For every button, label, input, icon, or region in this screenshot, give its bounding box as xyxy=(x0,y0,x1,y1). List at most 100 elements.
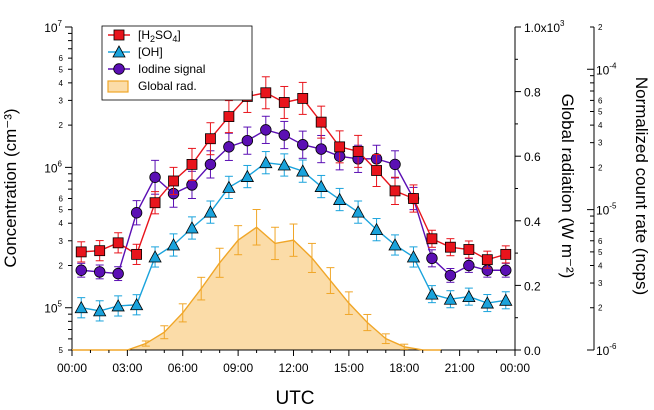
y-right-outer-tick-label: 10-5 xyxy=(596,202,617,218)
legend-item-h2so4: [H2SO4] xyxy=(108,28,181,44)
marker-iodine xyxy=(315,143,327,155)
marker-iodine xyxy=(260,124,272,136)
marker-oh xyxy=(129,297,144,311)
radiation-area-layer xyxy=(72,227,442,350)
marker-h2so4 xyxy=(481,254,493,266)
marker-h2so4 xyxy=(205,133,216,145)
marker-oh xyxy=(314,179,328,192)
marker-oh xyxy=(388,238,402,251)
marker-h2so4 xyxy=(371,165,382,176)
y-left-tick-label: 107 xyxy=(44,19,62,35)
marker-h2so4 xyxy=(426,233,438,245)
marker-h2so4 xyxy=(112,237,124,249)
y-right-outer-minor-label: 2 xyxy=(598,163,603,172)
marker-h2so4 xyxy=(260,87,272,99)
marker-h2so4 xyxy=(500,248,512,260)
marker-h2so4 xyxy=(131,248,143,260)
y-axis-left-title: Concentration (cm⁻³) xyxy=(1,108,20,267)
marker-iodine xyxy=(500,264,512,276)
y-right-outer-minor-label: 5 xyxy=(598,248,603,257)
marker-iodine xyxy=(223,141,235,153)
marker-oh xyxy=(332,192,347,205)
legend: [H2SO4][OH] Iodine signal Global rad. xyxy=(101,25,253,101)
marker-h2so4 xyxy=(186,158,198,170)
marker-oh xyxy=(443,292,458,305)
marker-oh xyxy=(111,299,125,312)
marker-iodine xyxy=(112,267,124,280)
marker-iodine xyxy=(297,139,309,151)
x-tick-label: 18:00 xyxy=(389,361,419,375)
marker-oh xyxy=(259,155,273,169)
marker-oh xyxy=(425,287,439,300)
y-left-minor-label: 5 xyxy=(59,65,64,74)
marker-oh xyxy=(185,221,199,234)
marker-iodine xyxy=(426,252,438,265)
y-right-outer-tick-label: 10-4 xyxy=(596,61,617,77)
legend-swatch-rad xyxy=(107,80,129,93)
marker-h2so4 xyxy=(75,246,87,258)
y-left-minor-label: 4 xyxy=(59,219,64,228)
legend-marker-h2so4 xyxy=(113,29,125,41)
x-tick-label: 00:00 xyxy=(500,361,530,375)
y-left-minor-label: 3 xyxy=(59,96,64,105)
y-right-inner-tick-label: 0.4 xyxy=(524,215,541,229)
marker-h2so4 xyxy=(149,197,161,209)
marker-oh xyxy=(148,250,162,263)
marker-iodine xyxy=(463,259,475,272)
marker-oh xyxy=(277,158,291,171)
y-axis-right-outer-title: Normalized count rate (ncps) xyxy=(632,77,651,295)
marker-iodine xyxy=(241,134,254,147)
marker-oh xyxy=(369,222,384,236)
series-layer xyxy=(72,76,513,351)
marker-oh xyxy=(406,250,421,263)
legend-marker-oh xyxy=(112,45,126,58)
x-tick-label: 12:00 xyxy=(278,361,308,375)
legend-label-iodine: Iodine signal xyxy=(138,62,205,76)
y-right-outer-minor-label: 4 xyxy=(598,121,603,130)
marker-oh xyxy=(93,304,107,317)
y-right-outer-minor-label: 3 xyxy=(598,279,603,288)
x-tick-label: 00:00 xyxy=(57,361,87,375)
marker-oh xyxy=(499,293,513,306)
y-left-minor-label: 2 xyxy=(59,121,64,130)
y-left-minor-label: 3 xyxy=(59,237,64,246)
y-right-outer-minor-label: 5 xyxy=(598,108,603,117)
marker-oh xyxy=(351,205,365,218)
y-left-minor-label: 6 xyxy=(59,54,64,63)
marker-oh xyxy=(166,238,181,251)
marker-oh xyxy=(240,169,255,182)
x-axis: 00:00 03:00 06:00 09:00 12:00 15:00 18:00 21:00… xyxy=(57,350,530,375)
marker-iodine xyxy=(444,269,457,282)
marker-iodine xyxy=(75,264,87,276)
marker-h2so4 xyxy=(315,116,327,128)
y-right-outer-minor-label: 2 xyxy=(598,23,603,32)
y-right-inner-tick-label: 0.6 xyxy=(524,150,541,164)
x-tick-label: 03:00 xyxy=(112,361,142,375)
y-left-minor-label: 5 xyxy=(59,346,64,355)
marker-h2so4 xyxy=(352,145,364,157)
y-axis-right-outer: 10-6 10-5 10-4 2 3 4 5 6 2 3 4 5 6 2 xyxy=(587,23,617,358)
x-axis-title: UTC xyxy=(275,388,314,409)
legend-item-iodine: Iodine signal xyxy=(108,62,205,76)
marker-iodine xyxy=(389,158,401,171)
y-right-outer-minor-label: 4 xyxy=(598,261,603,270)
x-tick-label: 21:00 xyxy=(445,361,475,375)
y-left-tick-label: 105 xyxy=(44,300,62,316)
y-left-minor-label: 5 xyxy=(59,206,64,215)
series-oh xyxy=(74,151,513,322)
marker-oh xyxy=(203,205,218,218)
y-right-outer-minor-label: 3 xyxy=(598,139,603,148)
marker-iodine xyxy=(93,266,106,278)
marker-h2so4 xyxy=(223,111,235,122)
marker-iodine xyxy=(278,129,290,141)
marker-h2so4 xyxy=(408,193,419,204)
y-right-inner-tick-label: 0.0 xyxy=(524,344,541,358)
marker-iodine xyxy=(204,158,217,171)
legend-label-rad: Global rad. xyxy=(138,79,197,93)
series-line-rad xyxy=(72,226,442,351)
marker-h2so4 xyxy=(444,241,456,253)
marker-h2so4 xyxy=(278,97,290,108)
y-left-minor-label: 6 xyxy=(59,195,64,204)
marker-iodine xyxy=(186,179,198,191)
